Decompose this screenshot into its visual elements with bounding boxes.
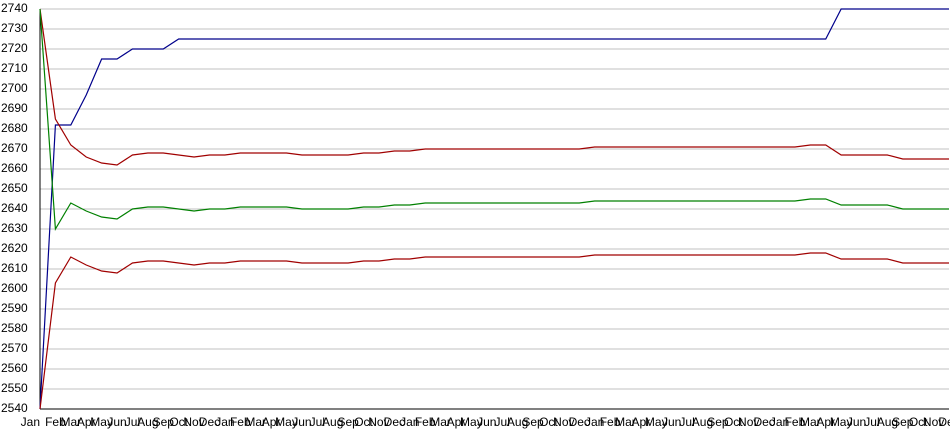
x-tick-label: Jun	[292, 415, 311, 429]
x-tick-label: Aug	[692, 415, 713, 429]
x-tick-label: Dec	[569, 415, 590, 429]
x-tick-label: Apr	[262, 415, 281, 429]
x-tick-label: Jun	[107, 415, 126, 429]
x-tick-label: Nov	[553, 415, 574, 429]
x-tick-label: Feb	[600, 415, 621, 429]
x-tick-label: Dec	[938, 415, 950, 429]
x-tick-label: Mar	[615, 415, 636, 429]
x-tick-label: Dec	[384, 415, 405, 429]
y-tick-label: 2720	[1, 41, 28, 55]
x-tick-label: Jul	[864, 415, 879, 429]
x-tick-label: Jul	[125, 415, 140, 429]
x-tick-label: Feb	[785, 415, 806, 429]
x-tick-label: Mar	[245, 415, 266, 429]
x-tick-label: May	[830, 415, 853, 429]
x-tick-label: Mar	[430, 415, 451, 429]
y-tick-label: 2690	[1, 101, 28, 115]
y-tick-label: 2710	[1, 61, 28, 75]
y-tick-label: 2570	[1, 341, 28, 355]
y-tick-label: 2660	[1, 161, 28, 175]
y-tick-label: 2730	[1, 21, 28, 35]
x-tick-label: Nov	[923, 415, 944, 429]
x-tick-label: Jun	[477, 415, 496, 429]
x-tick-label: Jun	[662, 415, 681, 429]
x-tick-label: Sep	[153, 415, 175, 429]
x-tick-label: Feb	[415, 415, 436, 429]
x-tick-label: Aug	[137, 415, 158, 429]
x-tick-label: Sep	[892, 415, 914, 429]
x-tick-label: Apr	[77, 415, 96, 429]
x-tick-label: Aug	[507, 415, 528, 429]
x-tick-label: Nov	[368, 415, 389, 429]
x-tick-label: Dec	[199, 415, 220, 429]
series-line	[39, 8, 949, 166]
x-tick-label: Oct	[539, 415, 558, 429]
y-tick-label: 2700	[1, 81, 28, 95]
x-tick-label: Jan	[21, 415, 40, 429]
x-tick-label: May	[460, 415, 483, 429]
x-tick-label: Jan	[215, 415, 234, 429]
x-tick-label: Jan	[400, 415, 419, 429]
y-tick-label: 2550	[1, 381, 28, 395]
y-tick-label: 2560	[1, 361, 28, 375]
y-tick-label: 2670	[1, 141, 28, 155]
y-tick-label: 2640	[1, 201, 28, 215]
x-tick-label: May	[275, 415, 298, 429]
x-tick-label: Jun	[847, 415, 866, 429]
series-line	[39, 252, 949, 410]
series-line	[39, 8, 949, 231]
x-tick-label: Sep	[707, 415, 729, 429]
x-tick-label: Jan	[585, 415, 604, 429]
x-tick-label: Jul	[679, 415, 694, 429]
x-tick-label: Apr	[632, 415, 651, 429]
x-tick-label: Nov	[738, 415, 759, 429]
x-tick-label: Mar	[60, 415, 81, 429]
x-tick-label: Jul	[495, 415, 510, 429]
y-tick-label: 2650	[1, 181, 28, 195]
x-tick-label: Jan	[770, 415, 789, 429]
x-tick-label: Feb	[230, 415, 251, 429]
x-tick-label: Jul	[310, 415, 325, 429]
y-tick-label: 2740	[1, 1, 28, 15]
y-tick-label: 2590	[1, 301, 28, 315]
x-tick-label: May	[645, 415, 668, 429]
x-tick-label: Sep	[337, 415, 359, 429]
y-tick-label: 2600	[1, 281, 28, 295]
x-tick-label: Oct	[169, 415, 188, 429]
y-tick-label: 2580	[1, 321, 28, 335]
x-tick-label: May	[90, 415, 113, 429]
y-tick-label: 2540	[1, 401, 28, 415]
y-tick-label: 2620	[1, 241, 28, 255]
x-tick-label: Oct	[354, 415, 373, 429]
x-tick-label: Aug	[322, 415, 343, 429]
x-tick-label: Mar	[800, 415, 821, 429]
y-tick-label: 2630	[1, 221, 28, 235]
x-tick-label: Nov	[183, 415, 204, 429]
x-tick-label: Dec	[753, 415, 774, 429]
x-tick-label: Apr	[816, 415, 835, 429]
x-tick-label: Apr	[447, 415, 466, 429]
series-line	[39, 8, 949, 410]
y-tick-label: 2610	[1, 261, 28, 275]
x-tick-label: Oct	[724, 415, 743, 429]
x-tick-label: Aug	[877, 415, 898, 429]
y-tick-label: 2680	[1, 121, 28, 135]
x-tick-label: Oct	[909, 415, 928, 429]
x-tick-label: Sep	[522, 415, 544, 429]
x-tick-label: Feb	[45, 415, 66, 429]
